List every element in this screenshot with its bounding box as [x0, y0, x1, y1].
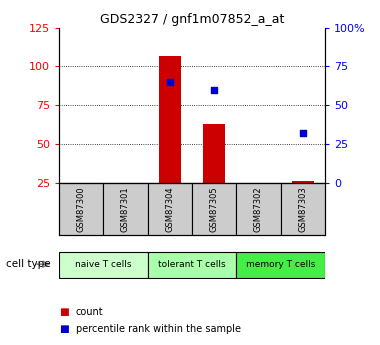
Text: GSM87301: GSM87301: [121, 186, 130, 231]
Text: ■: ■: [59, 307, 69, 317]
FancyBboxPatch shape: [59, 252, 147, 278]
Text: ■: ■: [59, 325, 69, 334]
Text: GSM87300: GSM87300: [76, 186, 86, 231]
FancyBboxPatch shape: [103, 183, 147, 235]
Title: GDS2327 / gnf1m07852_a_at: GDS2327 / gnf1m07852_a_at: [100, 13, 284, 27]
Text: count: count: [76, 307, 104, 317]
Text: memory T cells: memory T cells: [246, 260, 315, 269]
FancyBboxPatch shape: [236, 183, 280, 235]
Text: GSM87304: GSM87304: [165, 186, 174, 231]
Text: percentile rank within the sample: percentile rank within the sample: [76, 325, 241, 334]
Point: [167, 79, 173, 85]
FancyBboxPatch shape: [192, 183, 236, 235]
Text: cell type: cell type: [6, 259, 50, 269]
FancyBboxPatch shape: [147, 183, 192, 235]
Point: [211, 87, 217, 92]
FancyBboxPatch shape: [59, 183, 103, 235]
Point: [300, 130, 306, 136]
Text: naive T cells: naive T cells: [75, 260, 131, 269]
Text: GSM87303: GSM87303: [298, 186, 307, 231]
FancyBboxPatch shape: [147, 252, 236, 278]
Bar: [292, 181, 314, 183]
Bar: [203, 124, 225, 183]
Text: tolerant T cells: tolerant T cells: [158, 260, 226, 269]
Text: GSM87302: GSM87302: [254, 186, 263, 231]
FancyBboxPatch shape: [236, 252, 325, 278]
Text: GSM87305: GSM87305: [209, 186, 218, 231]
FancyBboxPatch shape: [280, 183, 325, 235]
Bar: [158, 56, 181, 183]
